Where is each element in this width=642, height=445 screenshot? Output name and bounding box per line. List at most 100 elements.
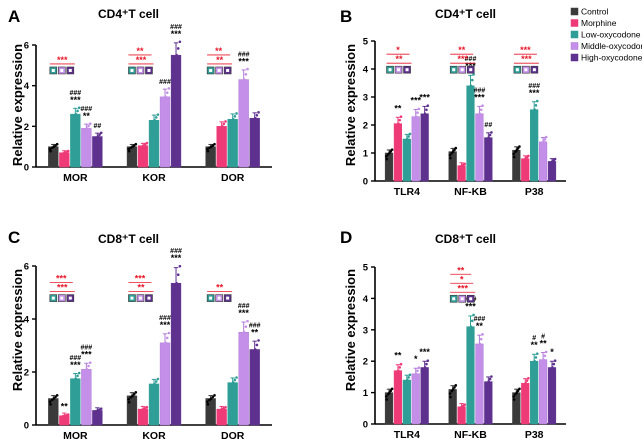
x-tick-label: DOR (221, 172, 245, 184)
data-point (81, 374, 85, 378)
y-tick-label: 2 (24, 368, 29, 379)
data-point (171, 313, 175, 316)
data-point (154, 116, 158, 119)
data-point (544, 350, 548, 354)
data-point (466, 337, 470, 340)
data-point (66, 149, 70, 153)
data-point (469, 84, 473, 88)
significance-label: ### (159, 79, 171, 86)
data-point (460, 405, 464, 409)
significance-label: ** (394, 351, 402, 361)
bar (249, 349, 260, 426)
data-point (93, 141, 96, 145)
bar (411, 116, 420, 182)
bar (227, 118, 238, 168)
x-tick-label: P38 (525, 429, 544, 441)
panel-c: C CD8⁺T cell Relative expression 0 2 4 6 MOR KOR… (8, 228, 272, 442)
group-marker-inner (226, 296, 230, 300)
data-point (74, 112, 78, 116)
data-point (426, 359, 430, 362)
group-marker-inner (51, 296, 55, 300)
data-point (518, 145, 521, 148)
group-marker-inner (405, 68, 409, 72)
data-point (220, 125, 224, 128)
data-point (175, 53, 178, 57)
group-marker-inner (68, 296, 72, 300)
data-point (397, 122, 400, 125)
panel-letter: C (8, 228, 20, 247)
group-marker-inner (209, 296, 213, 300)
data-point (224, 120, 227, 123)
panel-letter: D (340, 228, 352, 247)
group-marker-inner (51, 68, 55, 72)
data-point (448, 392, 452, 395)
data-point (530, 116, 533, 120)
panel-title: CD4⁺T cell (435, 7, 496, 21)
bar (159, 342, 171, 426)
data-point (542, 140, 545, 144)
x-tick-label: TLR4 (394, 186, 420, 198)
data-point (96, 135, 100, 138)
group-marker-inner (60, 296, 64, 300)
data-point (246, 67, 249, 71)
data-point (472, 73, 475, 76)
data-point (488, 133, 492, 137)
data-point (253, 116, 257, 120)
data-point (484, 141, 487, 145)
data-point (176, 47, 180, 50)
data-point (451, 388, 455, 391)
group-marker-inner (138, 68, 142, 72)
data-point (468, 89, 471, 92)
panel-title: CD8⁺T cell (435, 232, 496, 246)
data-point (405, 137, 409, 141)
significance-label: ### (238, 303, 250, 310)
data-point (395, 125, 399, 128)
data-point (548, 162, 551, 166)
y-tick-label: 3 (363, 325, 368, 336)
data-point (228, 123, 231, 127)
data-point (475, 127, 479, 130)
group-marker-inner (217, 296, 221, 300)
y-axis-label: Relative expression (343, 44, 358, 166)
data-point (463, 403, 467, 406)
significance-label: *** (529, 88, 540, 98)
significance-label: ### (474, 316, 486, 323)
data-point (531, 111, 535, 115)
data-point (533, 359, 536, 363)
data-point (92, 138, 96, 142)
data-point (385, 398, 389, 401)
data-point (515, 391, 519, 394)
group-marker-inner (469, 68, 473, 72)
data-point (99, 407, 103, 410)
bar (466, 326, 475, 425)
data-point (552, 362, 556, 366)
bar (530, 360, 539, 425)
y-axis-label: Relative expression (10, 269, 25, 391)
significance-label: ### (170, 24, 182, 31)
data-point (171, 298, 175, 302)
bar (411, 373, 420, 425)
legend-swatch (570, 7, 579, 16)
data-point (257, 339, 260, 342)
data-point (395, 371, 399, 375)
data-point (402, 384, 406, 387)
data-point (534, 356, 538, 359)
data-point (533, 108, 536, 111)
data-point (250, 364, 254, 368)
data-point (472, 313, 475, 317)
comparison-label: ** (216, 283, 224, 293)
data-point (255, 343, 259, 347)
group-marker-inner (460, 297, 464, 301)
bar (249, 117, 260, 168)
x-tick-label: P38 (525, 186, 544, 198)
significance-label: *** (160, 320, 171, 330)
data-point (393, 129, 397, 132)
data-point (487, 380, 491, 383)
group-marker-inner (452, 68, 456, 72)
data-point (397, 369, 400, 372)
data-point (70, 119, 74, 122)
data-point (165, 336, 169, 340)
y-tick-label: 5 (363, 263, 369, 274)
data-point (149, 387, 152, 391)
data-point (233, 378, 237, 382)
